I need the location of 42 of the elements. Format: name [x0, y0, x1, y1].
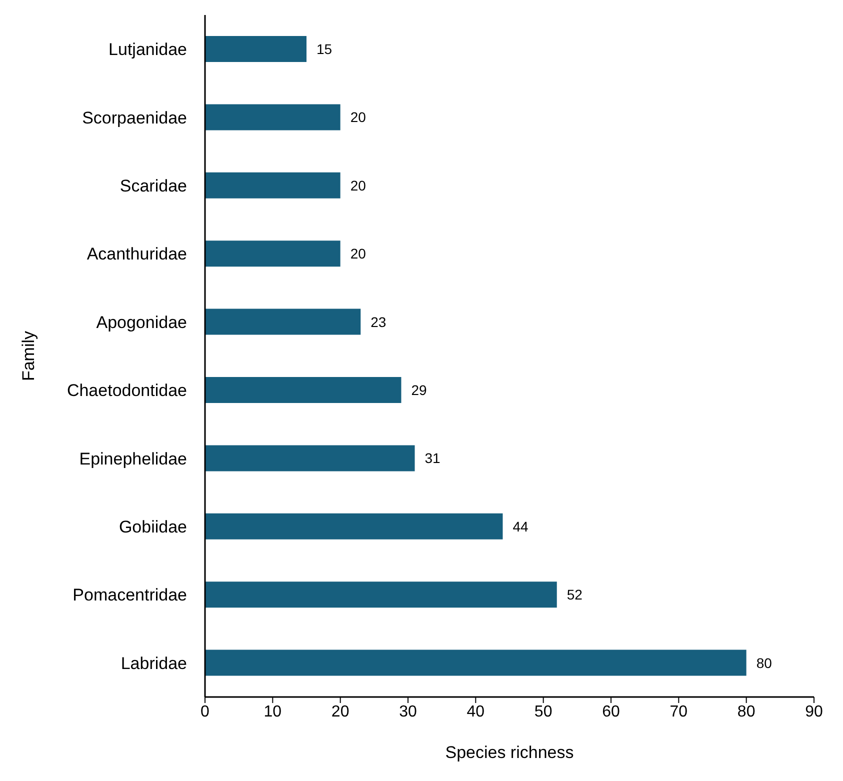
data-label: 20: [350, 177, 366, 194]
y-tick-label: Gobiidae: [118, 518, 187, 537]
y-tick-label: Apogonidae: [96, 312, 187, 332]
bar: [205, 377, 402, 403]
x-tick-label: 40: [466, 703, 485, 720]
bar: [205, 172, 340, 198]
y-tick-label: Acanthuridae: [86, 244, 187, 264]
x-tick-label: 60: [602, 703, 620, 720]
bar: [205, 650, 746, 676]
bar: [205, 36, 306, 62]
x-tick-label: 50: [534, 703, 552, 720]
x-tick-label: 0: [200, 703, 210, 720]
data-label: 52: [566, 586, 583, 603]
bar: [205, 104, 340, 130]
bar: [205, 445, 415, 472]
data-label: 20: [350, 246, 366, 262]
bar: [205, 308, 361, 335]
data-label: 29: [411, 382, 428, 398]
x-axis-title: Species richness: [445, 743, 574, 762]
bar: [205, 240, 340, 267]
y-tick-label: Lutjanidae: [108, 40, 187, 60]
x-tick-label: 10: [264, 703, 282, 720]
y-tick-label: Epinephelidae: [79, 449, 187, 468]
y-tick-label: Scorpaenidae: [82, 108, 187, 128]
y-tick-label: Scaridae: [120, 176, 187, 196]
data-label: 44: [512, 518, 529, 534]
data-label: 31: [424, 450, 441, 466]
bar: [205, 582, 557, 608]
y-tick-label: Labridae: [120, 654, 187, 673]
x-tick-label: 70: [670, 703, 688, 720]
data-label: 20: [350, 109, 366, 126]
bar: [205, 513, 503, 540]
x-tick-label: 20: [331, 703, 350, 720]
data-label: 15: [316, 40, 332, 57]
x-tick-label: 80: [737, 703, 756, 720]
data-label: 80: [756, 654, 772, 671]
data-label: 23: [370, 314, 386, 330]
x-tick-label: 90: [805, 703, 823, 720]
y-axis-title: Family: [19, 330, 38, 382]
x-tick-label: 30: [399, 703, 417, 720]
y-tick-label: Chaetodontidae: [66, 381, 187, 400]
y-tick-label: Pomacentridae: [72, 586, 187, 605]
